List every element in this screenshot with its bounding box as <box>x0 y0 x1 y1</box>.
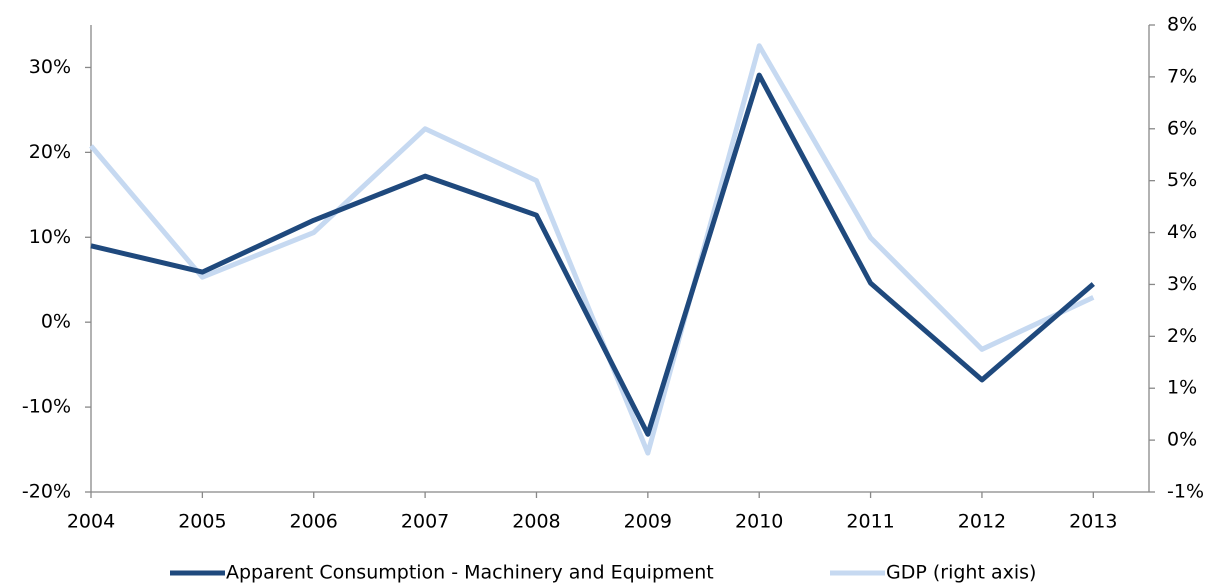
y2-tick-label: 3% <box>1167 273 1197 295</box>
y2-tick-label: 4% <box>1167 221 1197 243</box>
y2-tick-label: 5% <box>1167 169 1197 191</box>
y-tick-label: -10% <box>22 396 71 418</box>
y2-tick-label: -1% <box>1167 481 1204 503</box>
y-tick-label: 20% <box>29 141 71 163</box>
x-tick-label: 2008 <box>512 511 560 533</box>
x-tick-label: 2005 <box>178 511 226 533</box>
y-tick-label: -20% <box>22 481 71 503</box>
y-tick-label: 0% <box>41 311 71 333</box>
x-tick-label: 2012 <box>958 511 1006 533</box>
legend-label: Apparent Consumption - Machinery and Equ… <box>226 562 714 584</box>
data-line <box>89 43 1095 456</box>
y2-tick-label: 7% <box>1167 65 1197 87</box>
x-tick-label: 2009 <box>624 511 672 533</box>
y2-tick-label: 2% <box>1167 325 1197 347</box>
x-tick-label: 2011 <box>846 511 894 533</box>
x-tick-label: 2010 <box>735 511 783 533</box>
x-tick-label: 2004 <box>67 511 115 533</box>
x-tick-label: 2013 <box>1069 511 1117 533</box>
legend-label: GDP (right axis) <box>886 562 1036 584</box>
x-tick-label: 2007 <box>401 511 449 533</box>
y-tick-label: 10% <box>29 226 71 248</box>
y2-tick-label: 1% <box>1167 377 1197 399</box>
y2-tick-label: 6% <box>1167 117 1197 139</box>
y2-tick-label: 0% <box>1167 429 1197 451</box>
y2-tick-label: 8% <box>1167 14 1197 36</box>
data-line <box>90 72 1095 437</box>
x-tick-label: 2006 <box>290 511 338 533</box>
y-tick-label: 30% <box>29 56 71 78</box>
